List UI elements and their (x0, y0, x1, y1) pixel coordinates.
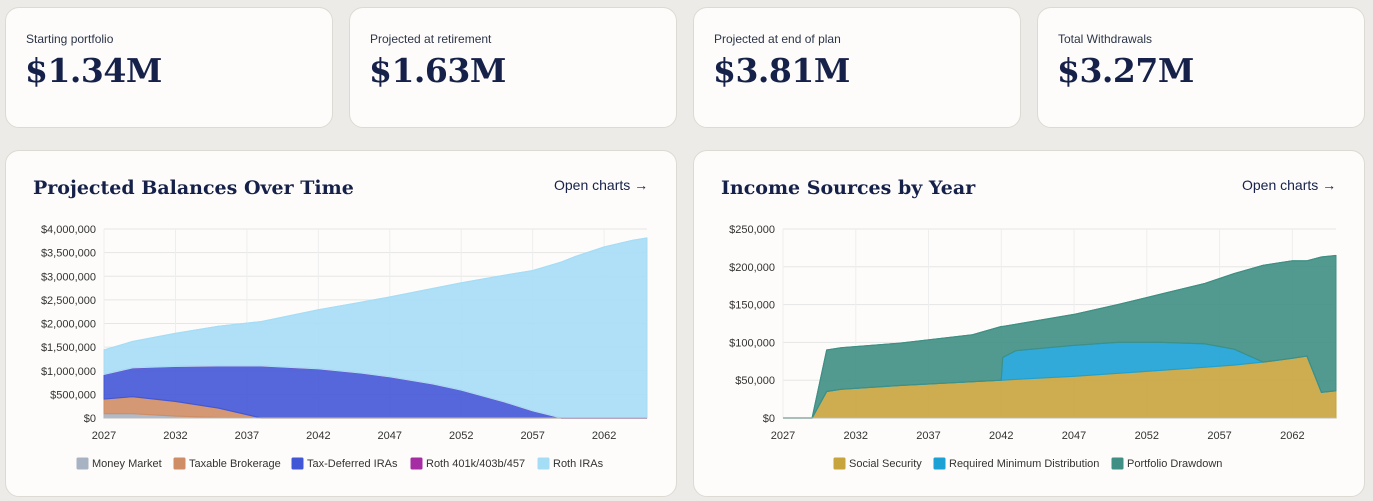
stat-card-withdrawals: Total Withdrawals $3.27M (1037, 7, 1365, 128)
stat-card-retirement: Projected at retirement $1.63M (349, 7, 677, 128)
stat-label: Projected at retirement (370, 32, 492, 46)
stat-value: $1.34M (25, 51, 162, 90)
stat-card-end-of-plan: Projected at end of plan $3.81M (693, 7, 1021, 128)
stat-value: $1.63M (369, 51, 506, 90)
stat-value: $3.27M (1057, 51, 1194, 90)
stat-label: Projected at end of plan (714, 32, 841, 46)
stat-card-starting: Starting portfolio $1.34M (5, 7, 333, 128)
stat-label: Total Withdrawals (1058, 32, 1153, 46)
stat-value: $3.81M (713, 51, 850, 90)
panel-title: Projected Balances Over Time (33, 177, 354, 199)
panel-title: Income Sources by Year (721, 177, 976, 199)
balances-panel: Projected Balances Over Time Open charts… (5, 150, 677, 497)
income-panel: Income Sources by Year Open charts → (693, 150, 1365, 497)
open-charts-link[interactable]: Open charts → (1242, 177, 1337, 193)
open-charts-link[interactable]: Open charts → (554, 177, 649, 193)
stat-label: Starting portfolio (26, 32, 114, 46)
